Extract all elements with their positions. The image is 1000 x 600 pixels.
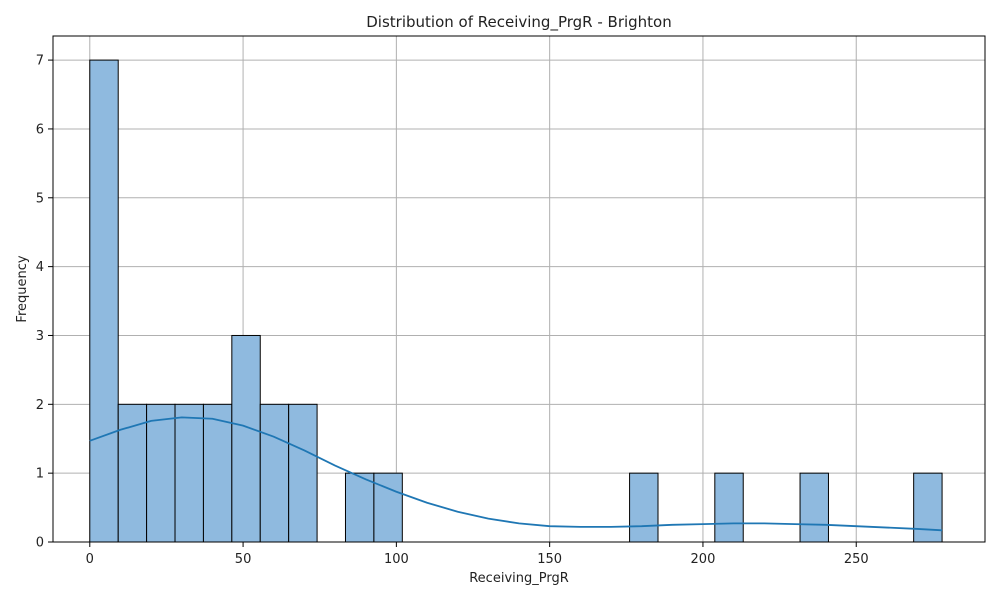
y-axis-label: Frequency <box>15 255 30 322</box>
x-axis-ticks: 0 50 100 150 200 250 <box>86 542 869 567</box>
histogram-bar-11 <box>714 472 744 543</box>
histogram-bar-7 <box>288 403 318 543</box>
y-tick-label-0: 0 <box>36 536 44 551</box>
histogram-bar-4 <box>202 403 233 543</box>
histogram-bar-3 <box>174 403 204 543</box>
x-tick-label-1: 50 <box>235 552 252 567</box>
y-axis-ticks: 0 1 2 3 4 5 6 7 <box>36 54 53 551</box>
y-tick-label-7: 7 <box>36 54 44 69</box>
y-tick-label-2: 2 <box>36 398 44 413</box>
histogram-bars <box>89 59 943 543</box>
histogram-bar-10 <box>629 472 659 543</box>
x-tick-label-5: 250 <box>844 552 869 567</box>
x-tick-label-0: 0 <box>86 552 94 567</box>
x-axis-label: Receiving_PrgR <box>469 571 569 586</box>
histogram-bar-12 <box>799 472 829 543</box>
histogram-bar-6 <box>259 403 290 543</box>
x-tick-label-3: 150 <box>537 552 562 567</box>
y-tick-label-3: 3 <box>36 329 44 344</box>
x-tick-label-2: 100 <box>384 552 409 567</box>
kde-curve <box>89 416 943 532</box>
y-tick-label-5: 5 <box>36 191 44 206</box>
chart-title: Distribution of Receiving_PrgR - Brighto… <box>366 13 672 32</box>
histogram-bar-1 <box>117 403 148 543</box>
y-tick-label-1: 1 <box>36 467 44 482</box>
histogram-bar-2 <box>146 403 176 543</box>
histogram-bar-13 <box>913 472 943 543</box>
x-tick-label-4: 200 <box>691 552 716 567</box>
histogram-bar-5 <box>231 334 261 543</box>
histogram-bar-8 <box>344 472 375 543</box>
y-tick-label-6: 6 <box>36 122 44 137</box>
grid-lines <box>53 36 985 543</box>
y-tick-label-4: 4 <box>36 260 44 275</box>
histogram-bar-0 <box>89 59 119 543</box>
plot-frame <box>52 35 986 543</box>
